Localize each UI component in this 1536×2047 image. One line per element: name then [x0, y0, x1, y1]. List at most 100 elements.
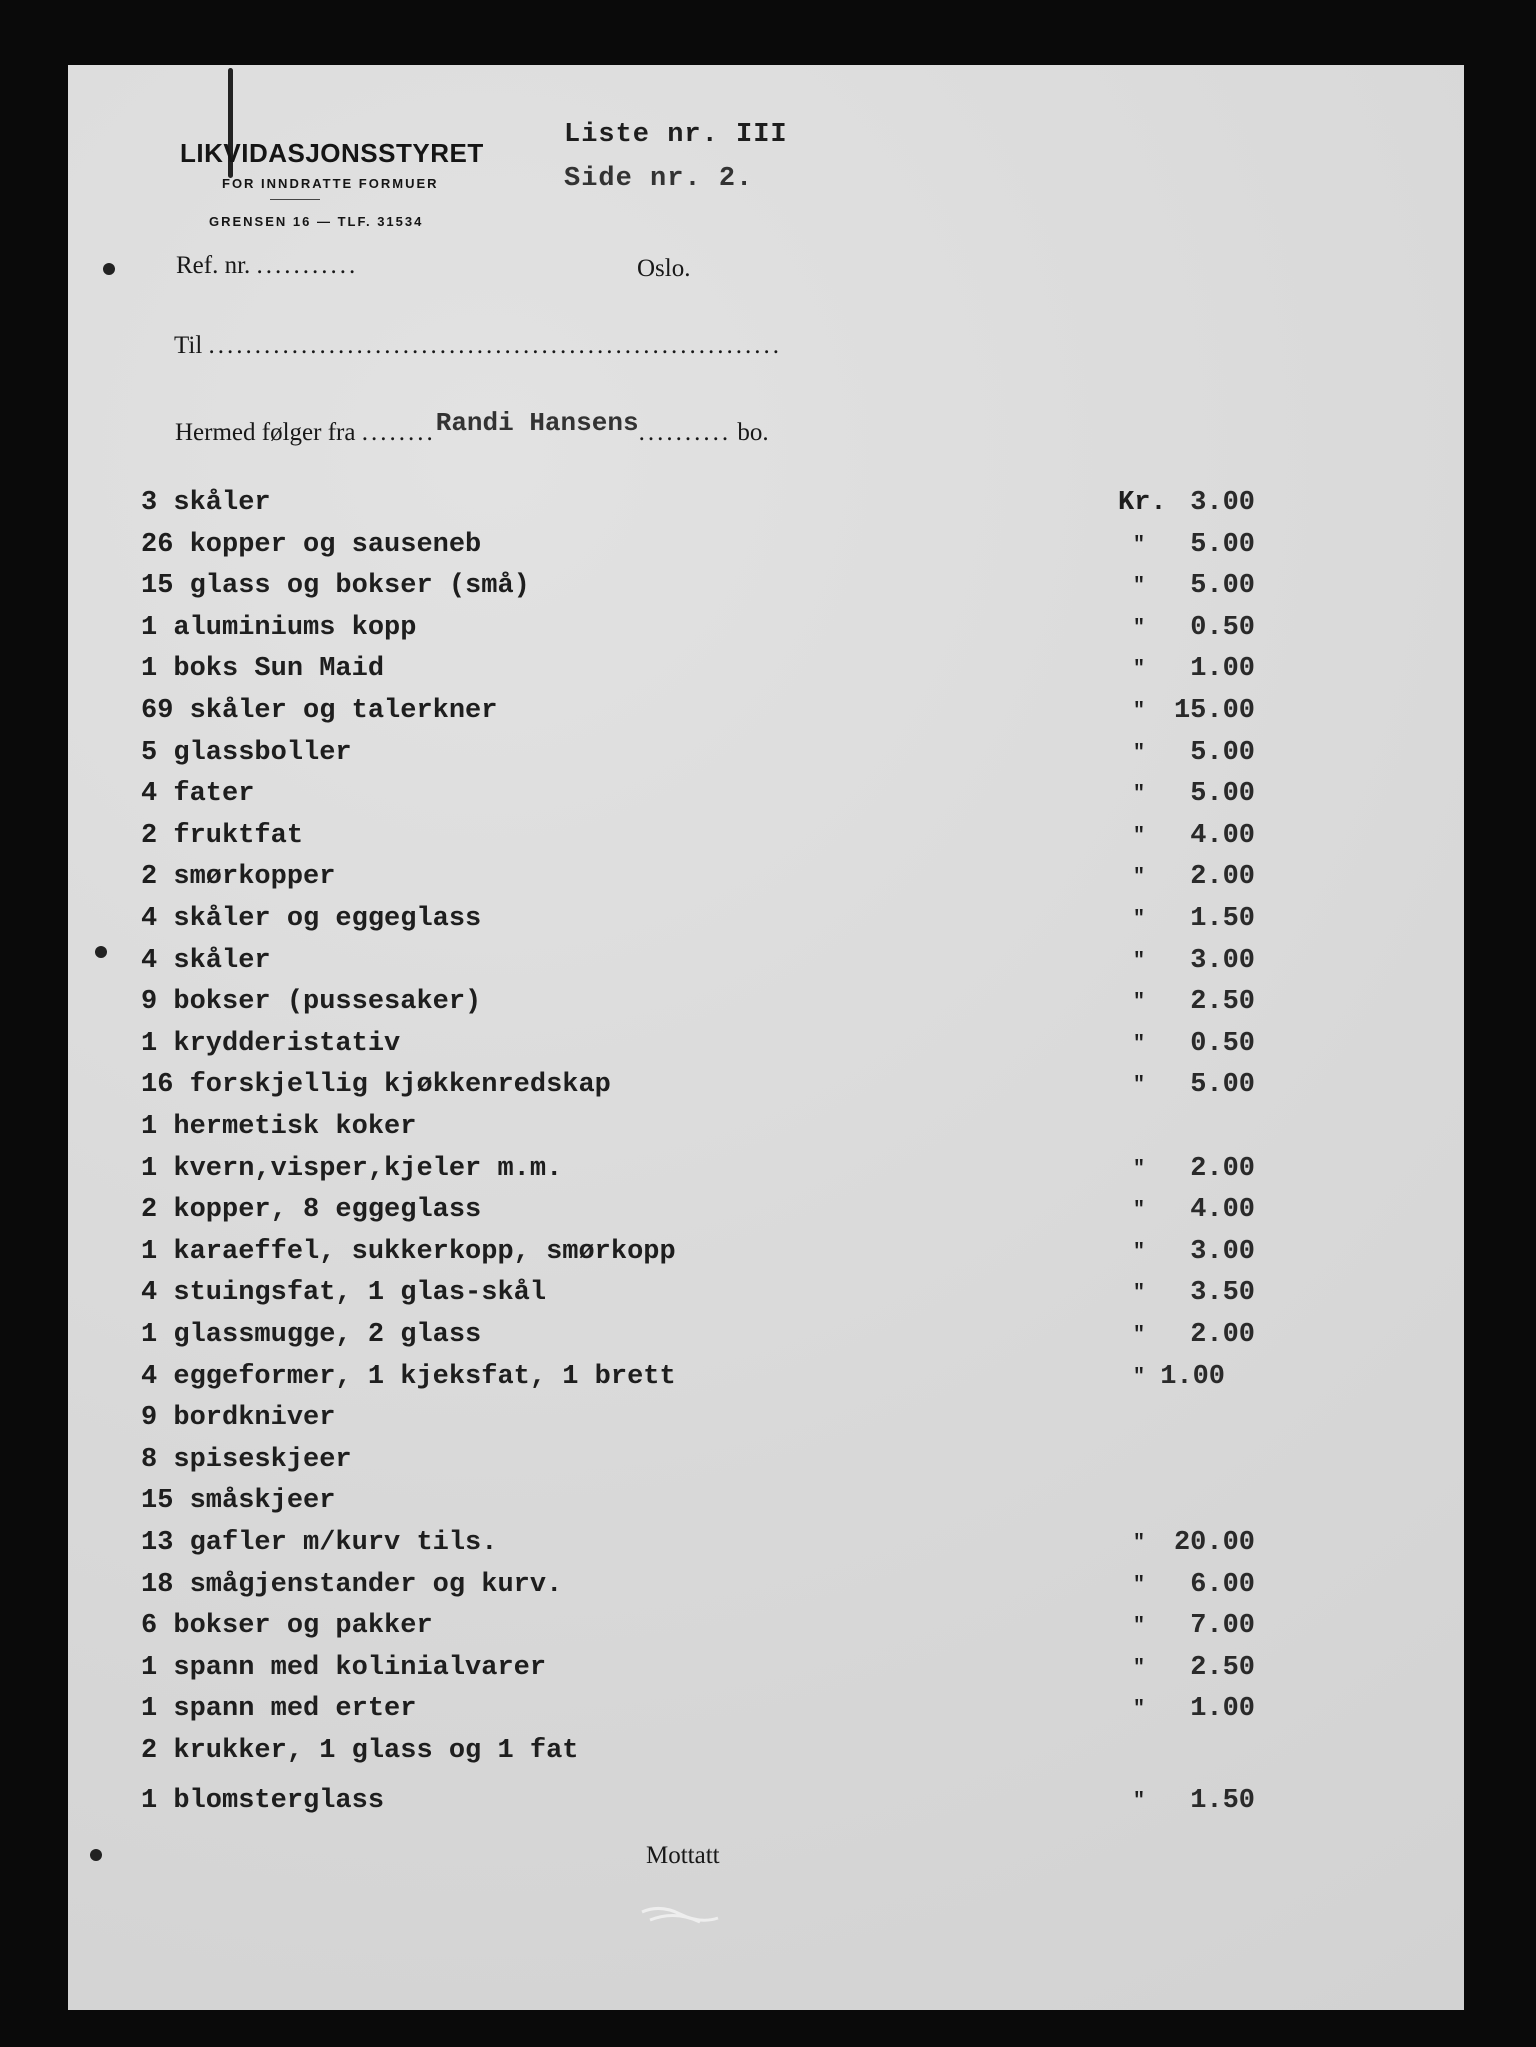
item-price: 2.50 — [1190, 987, 1255, 1018]
ditto-mark: " — [1133, 575, 1146, 599]
punch-hole-mark — [103, 263, 115, 275]
item-price: 20.00 — [1173, 1528, 1255, 1558]
list-number: Liste nr. III — [564, 120, 788, 150]
item-price: 3.00 — [1190, 945, 1255, 976]
ditto-mark: " — [1133, 1282, 1146, 1306]
item-price: 2.50 — [1190, 1652, 1255, 1683]
item-row: 15 glass og bokser (små) — [141, 571, 530, 602]
item-price: 5.00 — [1190, 571, 1255, 602]
organization-address: GRENSEN 16 — TLF. 31534 — [209, 214, 424, 229]
ditto-mark: " — [1133, 1573, 1146, 1597]
ditto-mark: " — [1133, 533, 1146, 557]
item-price: 0.50 — [1190, 1028, 1255, 1059]
ref-label: Ref. nr. ........... — [176, 252, 359, 279]
item-row: 1 karaeffel, sukkerkopp, smørkopp — [141, 1236, 676, 1267]
item-row: 1 kvern,visper,kjeler m.m. — [141, 1153, 563, 1184]
item-row: 6 bokser og pakker — [141, 1611, 433, 1642]
item-price: 1.50 — [1190, 1785, 1255, 1816]
document-page — [68, 65, 1464, 2010]
item-price: 4.00 — [1190, 1195, 1255, 1226]
item-price: 4.00 — [1190, 820, 1255, 851]
item-row: 4 skåler — [141, 945, 271, 976]
received-label: Mottatt — [646, 1842, 720, 1869]
from-suffix: bo. — [737, 419, 769, 446]
ditto-mark: " — [1133, 1532, 1146, 1555]
organization-subtitle: FOR INNDRATTE FORMUER — [222, 176, 439, 191]
item-row: 2 fruktfat — [141, 820, 304, 851]
ditto-mark: " — [1133, 1324, 1146, 1347]
item-row: 1 spann med kolinialvarer — [141, 1652, 547, 1683]
item-price: 5.00 — [1190, 529, 1255, 560]
item-row: 2 krukker, 1 glass og 1 fat — [141, 1736, 579, 1766]
item-row: 5 glassboller — [141, 737, 352, 768]
item-row: 69 skåler og talerkner — [141, 696, 498, 726]
ditto-mark: " — [1133, 1365, 1146, 1389]
item-row: 13 gafler m/kurv tils. — [141, 1528, 498, 1558]
ditto-mark: " — [1133, 1656, 1146, 1680]
item-row: 3 skåler — [141, 488, 271, 518]
ditto-mark: " — [1133, 949, 1146, 973]
ref-dots: ........... — [256, 252, 359, 279]
ditto-mark: " — [1133, 991, 1146, 1015]
item-row: 9 bordkniver — [141, 1403, 336, 1434]
ditto-mark: " — [1133, 658, 1146, 682]
item-price: 5.00 — [1190, 1070, 1255, 1101]
item-price: 3.50 — [1190, 1278, 1255, 1309]
ditto-mark: " — [1133, 908, 1146, 931]
from-line: Hermed følger fra ........Randi Hansens.… — [175, 408, 769, 446]
item-row: 1 blomsterglass — [141, 1785, 385, 1816]
item-price: 1.00 — [1190, 1694, 1255, 1725]
item-row: 16 forskjellig kjøkkenredskap — [141, 1070, 611, 1101]
ditto-mark: " — [1133, 1698, 1146, 1722]
item-row: 4 stuingsfat, 1 glas-skål — [141, 1278, 547, 1309]
item-row: 4 fater — [141, 779, 255, 810]
city: Oslo. — [637, 255, 691, 282]
item-row: 1 glassmugge, 2 glass — [141, 1320, 482, 1350]
item-price: 2.00 — [1190, 1320, 1255, 1350]
item-price: 3.00 — [1190, 1236, 1255, 1267]
item-price: 5.00 — [1190, 737, 1255, 768]
ditto-mark: " — [1133, 1199, 1146, 1223]
to-label: Til ....................................… — [174, 332, 783, 359]
item-price: 5.00 — [1190, 779, 1255, 810]
item-row: 2 kopper, 8 eggeglass — [141, 1195, 482, 1226]
divider — [270, 199, 320, 200]
item-row: 18 smågjenstander og kurv. — [141, 1569, 563, 1600]
item-price: 1.50 — [1190, 904, 1255, 934]
ditto-mark: " — [1133, 1157, 1146, 1181]
item-row: 1 spann med erter — [141, 1694, 417, 1725]
ditto-mark: " — [1133, 700, 1146, 723]
item-price: 3.00 — [1190, 488, 1255, 518]
ditto-mark: " — [1133, 1074, 1146, 1098]
item-price: 2.00 — [1190, 862, 1255, 893]
item-row: 15 småskjeer — [141, 1486, 336, 1517]
item-row: 26 kopper og sauseneb — [141, 529, 482, 560]
ditto-mark: " — [1133, 1032, 1146, 1056]
item-price: 15.00 — [1173, 696, 1255, 726]
ditto-mark: " — [1133, 824, 1146, 848]
item-price: 1.00 — [1190, 654, 1255, 685]
punch-hole-mark — [90, 1849, 102, 1861]
item-price: 6.00 — [1190, 1569, 1255, 1600]
item-price: 2.00 — [1190, 1153, 1255, 1184]
item-row: 1 hermetisk koker — [141, 1112, 417, 1142]
currency-label: Kr. — [1118, 488, 1167, 518]
signature-mark — [641, 1907, 719, 1924]
organization-name: LIKVIDASJONSSTYRET — [180, 138, 484, 168]
item-row: 4 skåler og eggeglass — [141, 904, 482, 934]
item-price: 1.00 — [1160, 1361, 1225, 1392]
item-row: 1 krydderistativ — [141, 1028, 401, 1059]
item-row: 8 spiseskjeer — [141, 1444, 352, 1475]
punch-hole-mark — [95, 946, 107, 958]
ditto-mark: " — [1133, 616, 1146, 640]
item-price: 0.50 — [1190, 612, 1255, 643]
ditto-mark: " — [1133, 741, 1146, 765]
item-row: 1 aluminiums kopp — [141, 612, 417, 643]
to-dots: ........................................… — [208, 332, 783, 359]
item-price: 7.00 — [1190, 1611, 1255, 1642]
page-number: Side nr. 2. — [564, 164, 754, 194]
item-row: 1 boks Sun Maid — [141, 654, 385, 685]
from-value: Randi Hansens — [435, 408, 639, 438]
ditto-mark: " — [1133, 1789, 1146, 1813]
ditto-mark: " — [1133, 1240, 1146, 1264]
